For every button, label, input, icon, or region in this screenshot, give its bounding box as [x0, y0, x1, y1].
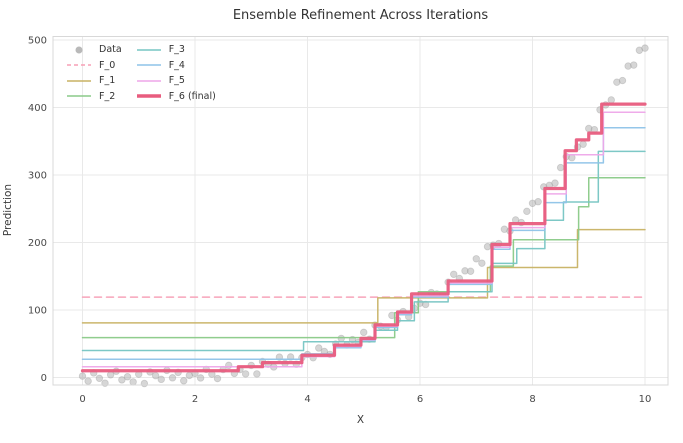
legend-line-swatch [136, 94, 161, 98]
y-axis-label: Prediction [2, 183, 14, 237]
legend-item-F_4: F_4 [136, 58, 216, 74]
legend-line-swatch [67, 64, 91, 67]
y-tick-label: 400 [28, 103, 47, 114]
y-tick-label: 100 [28, 306, 47, 317]
series-F_6-final- [80, 102, 647, 373]
x-tick-label: 0 [79, 394, 85, 405]
plot-border [52, 36, 669, 386]
legend-line-swatch [67, 79, 91, 82]
legend-label: F_5 [168, 75, 185, 87]
y-tick-label: 300 [28, 171, 47, 182]
x-tick-label: 8 [529, 394, 535, 405]
legend-item-F_5: F_5 [136, 73, 216, 89]
legend-item-F_3: F_3 [136, 42, 216, 58]
x-tick-label: 6 [417, 394, 423, 405]
legend-label: Data [99, 44, 122, 56]
x-tick-label: 2 [192, 394, 198, 405]
x-tick-label: 4 [304, 394, 310, 405]
legend-label: F_6 (final) [168, 90, 216, 102]
legend-line-swatch [136, 48, 161, 51]
series-F_4 [81, 127, 646, 361]
chart-title: Ensemble Refinement Across Iterations [232, 8, 489, 23]
legend-label: F_3 [168, 44, 185, 56]
y-tick-label: 200 [28, 238, 47, 249]
y-tick-label: 0 [41, 373, 47, 384]
legend-item-Data: Data [66, 42, 122, 58]
legend-label: F_0 [99, 59, 116, 71]
legend-item-F_2: F_2 [66, 89, 122, 105]
x-tick-label: 10 [639, 394, 652, 405]
legend-label: F_4 [168, 59, 185, 71]
y-tick-label: 500 [28, 36, 47, 47]
legend-item-F_0: F_0 [66, 58, 122, 74]
legend-dot-swatch [75, 46, 83, 54]
legend-item-F_1: F_1 [66, 73, 122, 89]
legend-line-swatch [136, 79, 161, 82]
chart-legend: Data F_0 F_1 F_2 F_3 F_4 F_5 F_6 (final) [66, 42, 216, 104]
x-axis-label: X [356, 414, 365, 426]
legend-line-swatch [136, 64, 161, 67]
legend-item-F_6-final-: F_6 (final) [136, 89, 216, 105]
legend-line-swatch [67, 95, 91, 98]
legend-label: F_2 [99, 90, 116, 102]
legend-label: F_1 [99, 75, 116, 87]
